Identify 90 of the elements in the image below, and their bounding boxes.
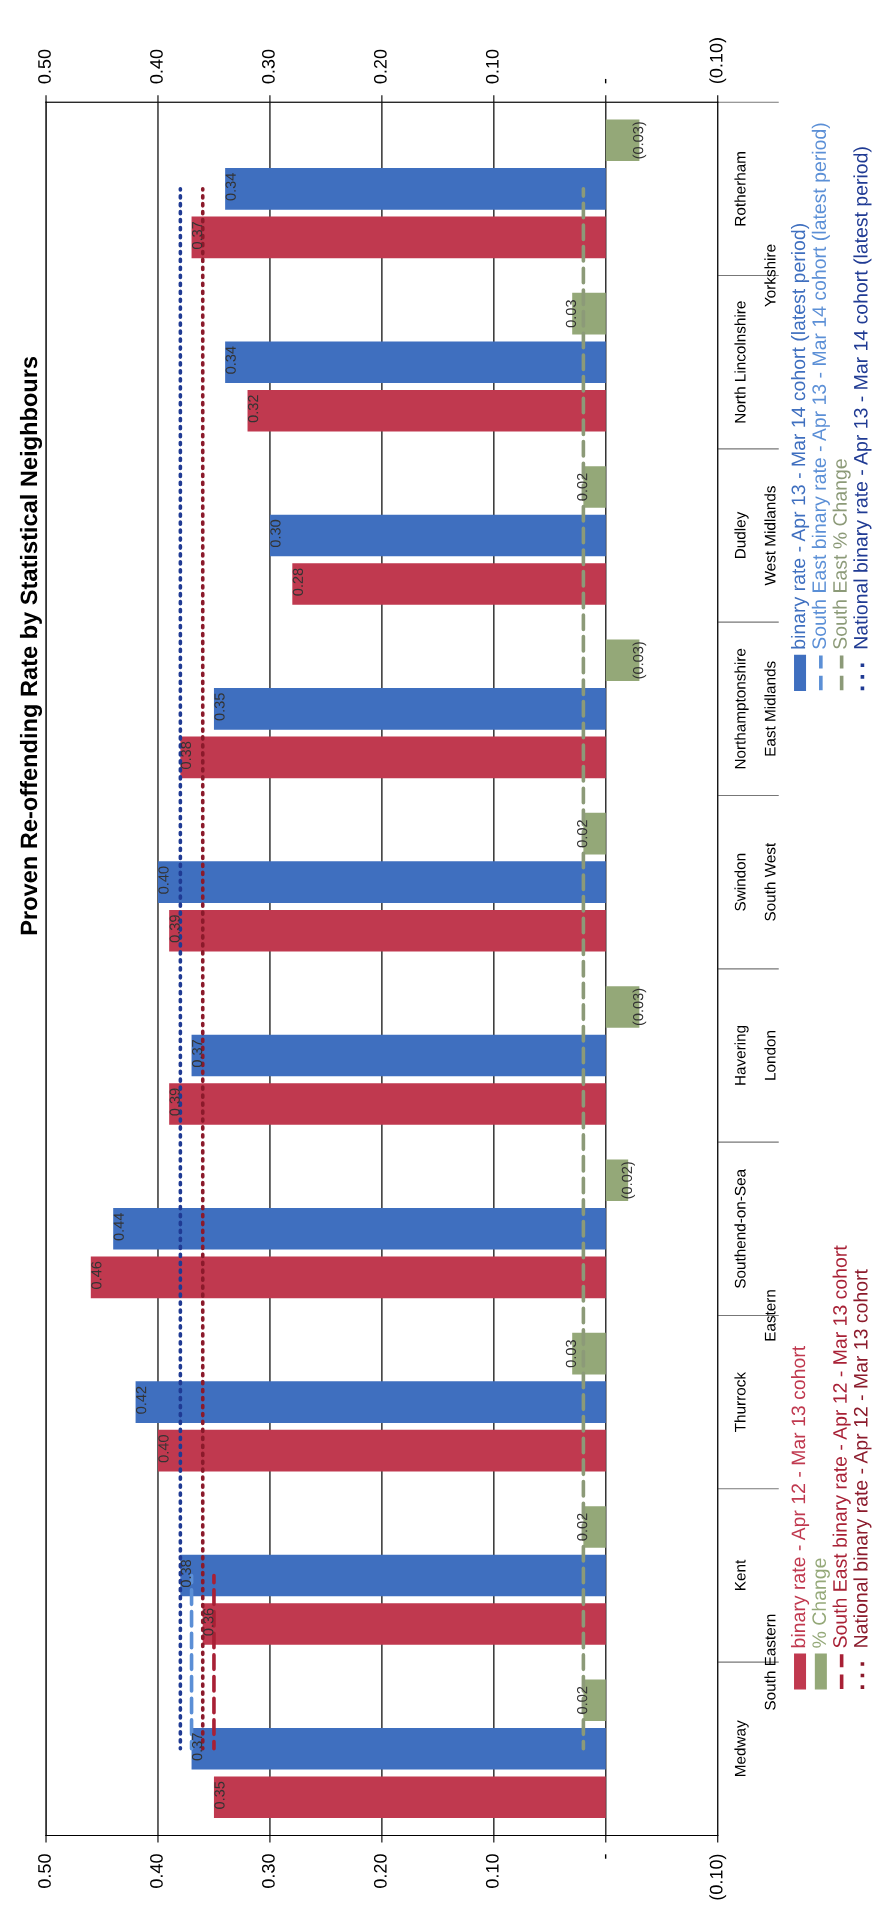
bar <box>135 1381 606 1423</box>
bar <box>169 909 606 952</box>
bar <box>202 1603 606 1645</box>
data-label: 0.40 <box>158 866 169 894</box>
data-label: 0.39 <box>169 915 180 943</box>
data-label: (0.02) <box>621 1162 635 1199</box>
y-tick-label: Medway <box>734 1720 749 1776</box>
bar <box>269 514 606 557</box>
text: National binary rate - Apr 12 - Mar 13 cohort <box>853 1269 872 1647</box>
bar <box>113 1208 606 1250</box>
data-label: 0.35 <box>214 693 225 721</box>
x-tick-label: 0.50 <box>38 49 51 84</box>
text: South West <box>764 842 776 921</box>
x-tick-label: (0.10) <box>709 38 727 84</box>
text: Proven Re-offending Rate by Statistical Neighbours <box>19 356 43 935</box>
text: South Eastern <box>764 1614 776 1710</box>
data-label: 0.44 <box>113 1213 124 1241</box>
x2-tick-label: 0.10 <box>485 1854 499 1888</box>
data-label: 0.46 <box>91 1261 102 1289</box>
y-tick-label: Swindon <box>734 853 746 911</box>
bar <box>180 736 606 779</box>
text: East Midlands <box>764 661 776 756</box>
bar <box>157 861 606 903</box>
data-label: 0.02 <box>576 1686 588 1714</box>
y-tick-label: Thurrock <box>734 1371 746 1432</box>
data-label: 0.40 <box>158 1435 169 1463</box>
text: Yorkshire <box>764 244 776 307</box>
data-label: 0.37 <box>191 1040 203 1068</box>
text: South East binary rate - Apr 13 - Mar 14 cohort (latest period) <box>811 123 830 649</box>
x-tick-label: 0.10 <box>485 49 499 84</box>
y-tick-label: North Lincolnshire <box>734 301 746 423</box>
data-label: 0.38 <box>180 741 192 769</box>
text: % Change <box>811 1558 830 1648</box>
y-tick-label: Kent <box>734 1559 746 1590</box>
x2-tick-label: 0.30 <box>261 1854 275 1888</box>
data-label: 0.36 <box>203 1608 214 1636</box>
data-label: 0.37 <box>191 221 203 249</box>
data-label: 0.38 <box>180 1559 192 1588</box>
text: South East % Change <box>832 459 851 649</box>
text: binary rate - Apr 12 - Mar 13 cohort <box>790 1345 810 1648</box>
text: South East binary rate - Apr 12 - Mar 13 cohort <box>832 1245 851 1648</box>
data-label: 0.02 <box>576 820 588 848</box>
data-label: 0.35 <box>214 1781 225 1809</box>
y-tick-label: Southend-on-Sea <box>734 1168 746 1288</box>
bar <box>213 688 606 730</box>
data-label: 0.03 <box>565 300 577 328</box>
data-label: 0.34 <box>225 173 236 201</box>
text: National binary rate - Apr 13 - Mar 14 cohort (latest period) <box>853 147 872 649</box>
x-tick-label: 0.30 <box>261 49 275 84</box>
y-tick-label: Rotherham <box>734 152 746 226</box>
data-label: 0.03 <box>565 1340 577 1368</box>
x2-tick-label: 0.50 <box>38 1854 51 1888</box>
data-label: (0.03) <box>632 122 647 159</box>
data-label: (0.03) <box>632 642 647 679</box>
y-tick-label: Northamptonshire <box>734 648 749 769</box>
bar <box>225 341 606 383</box>
x2-tick-label: 0.20 <box>373 1854 387 1888</box>
data-label: 0.39 <box>169 1088 180 1116</box>
x-tick-label: 0.20 <box>373 49 387 84</box>
x-tick-label: - <box>604 78 607 84</box>
data-label: 0.42 <box>135 1386 147 1414</box>
y-tick-label: Dudley <box>734 511 749 559</box>
bar <box>213 1776 606 1819</box>
bar <box>225 168 606 210</box>
bar <box>90 1256 606 1299</box>
x2-tick-label: 0.40 <box>150 1854 163 1888</box>
bar <box>292 563 606 605</box>
x2-tick-label: - <box>604 1854 607 1859</box>
x-tick-label: 0.40 <box>150 49 163 84</box>
bar <box>191 1727 606 1770</box>
bar <box>180 1554 606 1597</box>
data-label: 0.02 <box>576 473 588 501</box>
data-label: 0.34 <box>225 346 236 374</box>
data-label: 0.28 <box>292 568 304 596</box>
data-label: 0.02 <box>576 1513 588 1541</box>
y-tick-label: Havering <box>734 1025 749 1085</box>
text: Eastern <box>764 1290 776 1341</box>
bar <box>247 389 606 432</box>
bar <box>191 216 606 259</box>
bar <box>169 1083 606 1125</box>
data-label: (0.03) <box>632 988 647 1026</box>
data-label: 0.37 <box>191 1733 203 1761</box>
x2-tick-label: (0.10) <box>709 1854 727 1900</box>
data-label: 0.32 <box>247 395 259 423</box>
text: London <box>764 1030 776 1080</box>
bar <box>191 1034 606 1077</box>
text: West Midlands <box>764 486 776 586</box>
bar <box>157 1429 606 1472</box>
data-label: 0.30 <box>270 519 281 548</box>
text: binary rate - Apr 13 - Mar 14 cohort (latest period) <box>790 224 810 649</box>
